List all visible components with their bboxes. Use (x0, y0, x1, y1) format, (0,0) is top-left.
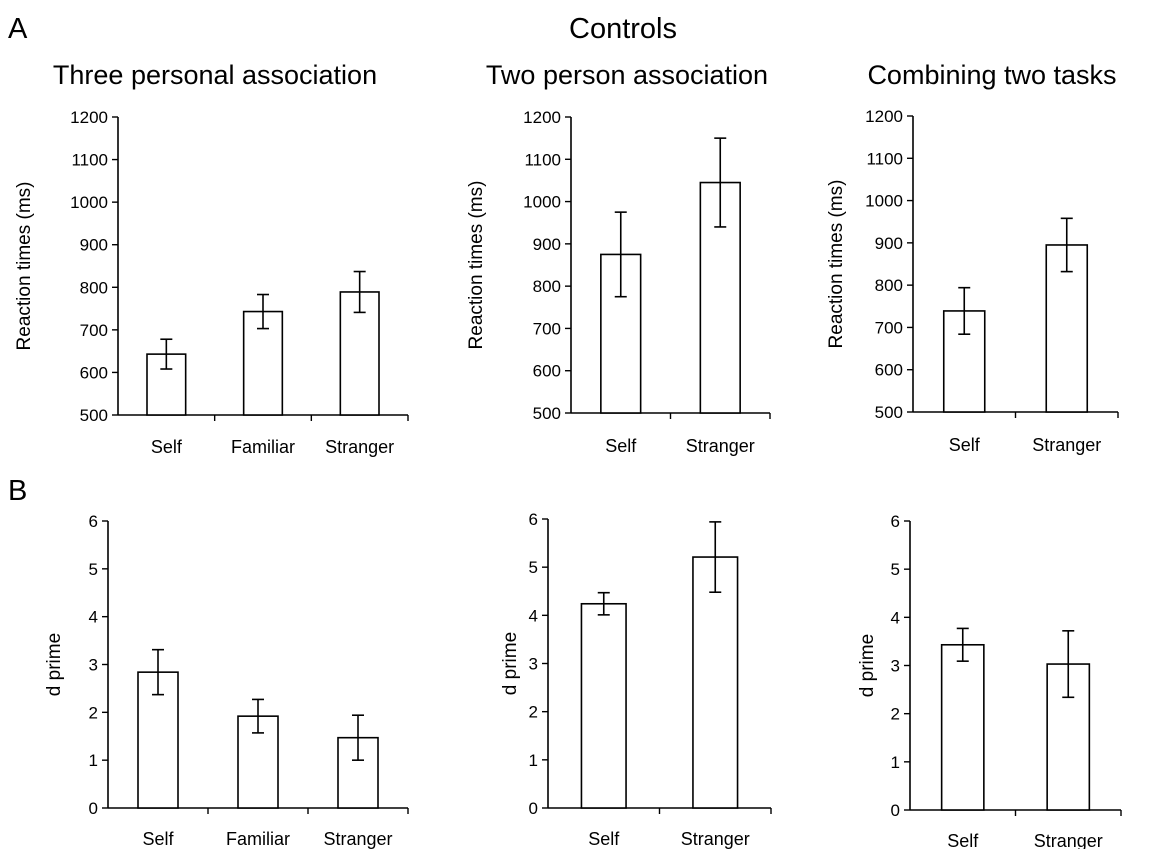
y-tick-label: 800 (80, 278, 108, 297)
chart-1: Three personal association Reaction times… (14, 60, 409, 457)
category-label: Stranger (323, 829, 392, 849)
y-tick-label: 900 (875, 234, 903, 253)
y-tick-label: 4 (89, 608, 98, 627)
bar (1045, 244, 1089, 413)
y-tick-label: 3 (89, 656, 98, 675)
y-tick-label: 5 (529, 558, 538, 577)
y-tick-label: 5 (891, 560, 900, 579)
bar (940, 643, 985, 811)
category-label: Stranger (686, 436, 755, 456)
y-tick-label: 600 (80, 363, 108, 382)
y-tick-label: 1100 (71, 151, 108, 170)
y-tick-label: 6 (529, 510, 538, 529)
bar (692, 556, 739, 809)
charts: Three personal association Reaction times… (14, 60, 1122, 849)
chart-3: Combining two tasks Reaction times (ms) 50… (826, 60, 1119, 455)
bar (146, 353, 187, 416)
category-label: Stranger (325, 437, 394, 457)
category-label: Familiar (226, 829, 290, 849)
y-tick-label: 5 (89, 560, 98, 579)
category-label: Stranger (681, 829, 750, 849)
category-label: Self (949, 435, 981, 455)
y-axis-label: Reaction times (ms) (14, 182, 35, 351)
y-tick-label: 2 (529, 703, 538, 722)
y-tick-label: 800 (875, 276, 903, 295)
y-tick-label: 2 (891, 705, 900, 724)
y-tick-label: 3 (529, 655, 538, 674)
category-label: Self (588, 829, 620, 849)
category-label: Self (947, 831, 979, 849)
bar (580, 602, 627, 809)
y-tick-label: 0 (891, 801, 900, 820)
chart-5: d prime 0 1 2 3 4 5 6 Self Stranger (500, 510, 772, 849)
y-tick-label: 800 (533, 277, 561, 296)
y-tick-label: 0 (89, 799, 98, 818)
panel-label-b: B (8, 475, 27, 507)
y-tick-label: 700 (875, 318, 903, 337)
y-axis-label: d prime (44, 633, 65, 696)
y-tick-label: 1100 (866, 149, 903, 168)
chart-title: Three personal association (53, 60, 377, 90)
y-tick-label: 1 (89, 751, 98, 770)
y-tick-label: 1100 (524, 150, 561, 169)
chart-title: Two person association (486, 60, 768, 90)
y-axis-label: d prime (500, 632, 521, 695)
y-axis-label: Reaction times (ms) (826, 180, 847, 349)
category-label: Stranger (1034, 831, 1103, 849)
panel-label-a: A (8, 13, 28, 45)
category-label: Self (605, 436, 637, 456)
chart-4: d prime 0 1 2 3 4 5 6 Self Familiar Stranger (44, 512, 409, 849)
y-tick-label: 1000 (70, 193, 108, 212)
y-tick-label: 900 (80, 236, 108, 255)
y-axis-label: Reaction times (ms) (466, 181, 487, 350)
y-tick-label: 500 (875, 403, 903, 422)
y-tick-label: 1200 (865, 107, 903, 126)
y-tick-label: 900 (533, 235, 561, 254)
y-tick-label: 600 (875, 361, 903, 380)
chart-title: Combining two tasks (867, 60, 1116, 90)
y-tick-label: 500 (80, 406, 108, 425)
y-tick-label: 4 (891, 608, 900, 627)
y-tick-label: 6 (89, 512, 98, 531)
y-tick-label: 600 (533, 362, 561, 381)
chart-2: Two person association Reaction times (ms… (466, 60, 771, 456)
y-tick-label: 1 (529, 751, 538, 770)
y-tick-label: 4 (529, 606, 538, 625)
chart-6: d prime 0 1 2 3 4 5 6 Self Stranger (857, 512, 1122, 849)
y-tick-label: 1000 (865, 192, 903, 211)
y-tick-label: 1200 (70, 108, 108, 127)
category-label: Self (151, 437, 183, 457)
y-tick-label: 1 (891, 753, 900, 772)
y-tick-label: 2 (89, 703, 98, 722)
category-label: Stranger (1032, 435, 1101, 455)
y-tick-label: 500 (533, 404, 561, 423)
y-tick-label: 700 (533, 319, 561, 338)
category-label: Self (142, 829, 174, 849)
y-tick-label: 1200 (523, 108, 561, 127)
category-label: Familiar (231, 437, 295, 457)
y-axis-label: d prime (857, 634, 878, 697)
y-tick-label: 6 (891, 512, 900, 531)
y-tick-label: 1000 (523, 193, 561, 212)
y-tick-label: 0 (529, 799, 538, 818)
y-tick-label: 3 (891, 657, 900, 676)
main-title: Controls (569, 13, 677, 45)
y-tick-label: 700 (80, 321, 108, 340)
